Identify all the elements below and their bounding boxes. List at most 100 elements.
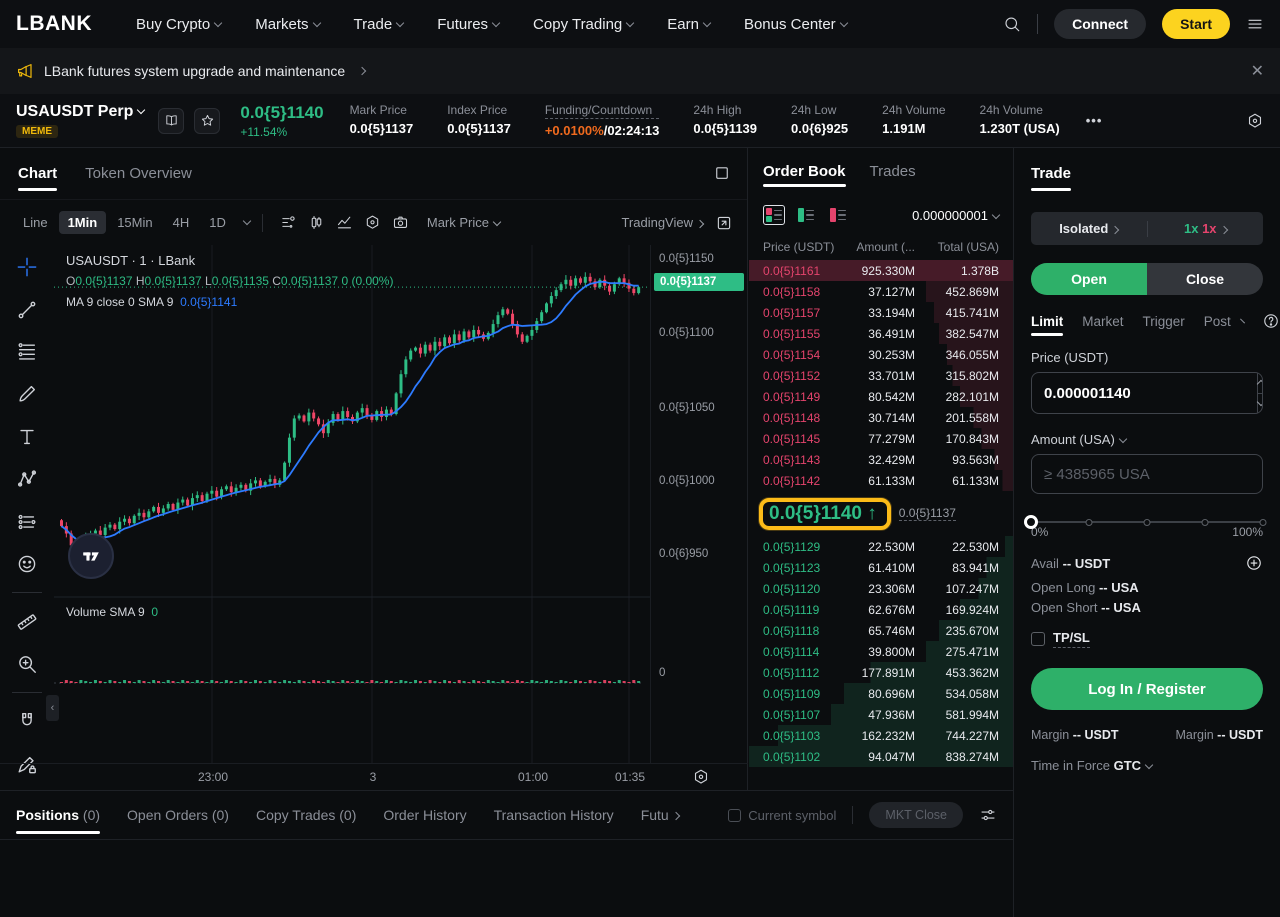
nav-item-earn[interactable]: Earn bbox=[667, 16, 710, 33]
open-button[interactable]: Open bbox=[1031, 263, 1147, 295]
time-in-force-select[interactable]: Time in Force GTC bbox=[1031, 758, 1152, 773]
bid-row[interactable]: 0.0{5}110980.696M534.058M bbox=[749, 683, 1013, 704]
layout-asks-icon[interactable] bbox=[827, 205, 849, 225]
interval-more-chevron[interactable] bbox=[243, 217, 251, 225]
xabcd-pattern-icon[interactable] bbox=[10, 463, 44, 495]
symbol-selector[interactable]: USAUSDT Perp MEME bbox=[16, 103, 144, 138]
bid-row[interactable]: 0.0{5}1112177.891M453.362M bbox=[749, 662, 1013, 683]
axis-settings-gear-icon[interactable] bbox=[692, 768, 710, 786]
step-up-button[interactable] bbox=[1258, 373, 1263, 394]
ask-row[interactable]: 0.0{5}115837.127M452.869M bbox=[749, 281, 1013, 302]
bid-row[interactable]: 0.0{5}111962.676M169.924M bbox=[749, 599, 1013, 620]
mid-price-row[interactable]: 0.0{5}1140 ↑ 0.0{5}1137 bbox=[749, 491, 1013, 536]
slider-thumb[interactable] bbox=[1024, 515, 1038, 529]
ask-row[interactable]: 0.0{5}115536.491M382.547M bbox=[749, 323, 1013, 344]
bid-row[interactable]: 0.0{5}112023.306M107.247M bbox=[749, 578, 1013, 599]
compare-icon[interactable] bbox=[331, 210, 359, 236]
favorite-star-button[interactable] bbox=[194, 108, 220, 134]
tab-token-overview[interactable]: Token Overview bbox=[85, 148, 192, 200]
layout-both-icon[interactable] bbox=[763, 205, 785, 225]
forecast-icon[interactable] bbox=[10, 506, 44, 538]
announcement-text[interactable]: LBank futures system upgrade and mainten… bbox=[44, 63, 345, 79]
bottom-tab-transaction-history[interactable]: Transaction History bbox=[494, 791, 614, 840]
tpsl-checkbox[interactable] bbox=[1031, 632, 1045, 646]
ask-row[interactable]: 0.0{5}115233.701M315.802M bbox=[749, 365, 1013, 386]
magnet-icon[interactable] bbox=[10, 705, 44, 737]
price-input[interactable] bbox=[1032, 373, 1257, 413]
fib-retracement-icon[interactable] bbox=[10, 336, 44, 368]
camera-icon[interactable] bbox=[387, 210, 415, 236]
nav-item-trade[interactable]: Trade bbox=[354, 16, 404, 33]
bid-row[interactable]: 0.0{5}112922.530M22.530M bbox=[749, 536, 1013, 557]
close-button[interactable]: Close bbox=[1147, 263, 1263, 295]
settings-hexagon-icon[interactable] bbox=[359, 210, 387, 236]
tabs-overflow-chevron[interactable] bbox=[1240, 319, 1245, 324]
interval-1min[interactable]: 1Min bbox=[59, 211, 107, 234]
ask-row[interactable]: 0.0{5}115430.253M346.055M bbox=[749, 344, 1013, 365]
layout-settings-icon[interactable] bbox=[979, 806, 997, 824]
login-register-button[interactable]: Log In / Register bbox=[1031, 668, 1263, 710]
connect-button[interactable]: Connect bbox=[1054, 9, 1146, 39]
interval-15min[interactable]: 15Min bbox=[108, 211, 161, 234]
tradingview-link[interactable]: TradingView bbox=[621, 215, 703, 230]
nav-item-bonus-center[interactable]: Bonus Center bbox=[744, 16, 847, 33]
bid-row[interactable]: 0.0{5}110747.936M581.994M bbox=[749, 704, 1013, 725]
nav-item-buy-crypto[interactable]: Buy Crypto bbox=[136, 16, 221, 33]
search-icon[interactable] bbox=[1003, 15, 1021, 33]
ask-row[interactable]: 0.0{5}114332.429M93.563M bbox=[749, 449, 1013, 470]
current-symbol-checkbox[interactable] bbox=[728, 809, 741, 822]
precision-select[interactable]: 0.000000001 bbox=[912, 208, 999, 223]
maximize-icon[interactable] bbox=[713, 164, 731, 182]
bottom-tab-copy-trades[interactable]: Copy Trades (0) bbox=[256, 791, 356, 840]
interval-1d[interactable]: 1D bbox=[200, 211, 235, 234]
bid-row[interactable]: 0.0{5}111439.800M275.471M bbox=[749, 641, 1013, 662]
help-icon[interactable] bbox=[1262, 312, 1280, 330]
mkt-close-button[interactable]: MKT Close bbox=[869, 802, 963, 828]
nav-item-copy-trading[interactable]: Copy Trading bbox=[533, 16, 633, 33]
ruler-icon[interactable] bbox=[10, 605, 44, 637]
ask-row[interactable]: 0.0{5}114980.542M282.101M bbox=[749, 386, 1013, 407]
bid-row[interactable]: 0.0{5}112361.410M83.941M bbox=[749, 557, 1013, 578]
settings-gear-icon[interactable] bbox=[1246, 112, 1264, 130]
bottom-tab-positions[interactable]: Positions (0) bbox=[16, 791, 100, 840]
tab-order-book[interactable]: Order Book bbox=[763, 148, 846, 196]
indicators-icon[interactable] bbox=[275, 210, 303, 236]
close-icon[interactable]: ✕ bbox=[1251, 61, 1264, 81]
announcement-bar[interactable]: LBank futures system upgrade and mainten… bbox=[0, 48, 1280, 94]
tab-limit[interactable]: Limit bbox=[1031, 314, 1063, 329]
tab-trigger[interactable]: Trigger bbox=[1143, 314, 1185, 329]
crosshair-icon[interactable] bbox=[10, 251, 44, 283]
orderbook-toggle-button[interactable] bbox=[158, 108, 184, 134]
bid-row[interactable]: 0.0{5}1103162.232M744.227M bbox=[749, 725, 1013, 746]
step-down-button[interactable] bbox=[1258, 394, 1263, 414]
start-button[interactable]: Start bbox=[1162, 9, 1230, 39]
tab-chart[interactable]: Chart bbox=[18, 148, 57, 200]
deposit-plus-icon[interactable] bbox=[1245, 554, 1263, 572]
ticker-stat-funding-countdown[interactable]: Funding/Countdown+0.0100%/02:24:13 bbox=[545, 103, 660, 138]
bottom-tab-open-orders[interactable]: Open Orders (0) bbox=[127, 791, 229, 840]
price-source-select[interactable]: Mark Price bbox=[427, 215, 500, 230]
nav-item-futures[interactable]: Futures bbox=[437, 16, 499, 33]
ask-row[interactable]: 0.0{5}114830.714M201.558M bbox=[749, 407, 1013, 428]
ask-row[interactable]: 0.0{5}114261.133M61.133M bbox=[749, 470, 1013, 491]
layout-bids-icon[interactable] bbox=[795, 205, 817, 225]
amount-label[interactable]: Amount (USA) bbox=[1031, 432, 1126, 447]
fullscreen-icon[interactable] bbox=[715, 214, 733, 232]
emoji-icon[interactable] bbox=[10, 548, 44, 580]
bottom-tab-order-history[interactable]: Order History bbox=[383, 791, 466, 840]
collapse-toolbar-handle[interactable]: ‹ bbox=[46, 695, 59, 721]
zoom-in-icon[interactable] bbox=[10, 648, 44, 680]
margin-leverage-bar[interactable]: Isolated 1x 1x bbox=[1031, 212, 1263, 245]
lbank-logo[interactable]: LBANK bbox=[16, 12, 92, 36]
ask-row[interactable]: 0.0{5}115733.194M415.741M bbox=[749, 302, 1013, 323]
mark-price-link[interactable]: 0.0{5}1137 bbox=[899, 506, 956, 521]
bid-row[interactable]: 0.0{5}111865.746M235.670M bbox=[749, 620, 1013, 641]
tpsl-toggle[interactable]: TP/SL bbox=[1031, 630, 1090, 648]
interval-4h[interactable]: 4H bbox=[164, 211, 199, 234]
price-axis[interactable]: 0.0{5}11500.0{5}11370.0{5}11000.0{5}1050… bbox=[650, 245, 748, 763]
current-symbol-filter[interactable]: Current symbol bbox=[728, 808, 836, 823]
bottom-tab-futu[interactable]: Futu bbox=[641, 791, 679, 840]
brush-icon[interactable] bbox=[10, 378, 44, 410]
ask-row[interactable]: 0.0{5}1161925.330M1.378B bbox=[749, 260, 1013, 281]
more-stats-button[interactable]: ••• bbox=[1086, 113, 1103, 128]
